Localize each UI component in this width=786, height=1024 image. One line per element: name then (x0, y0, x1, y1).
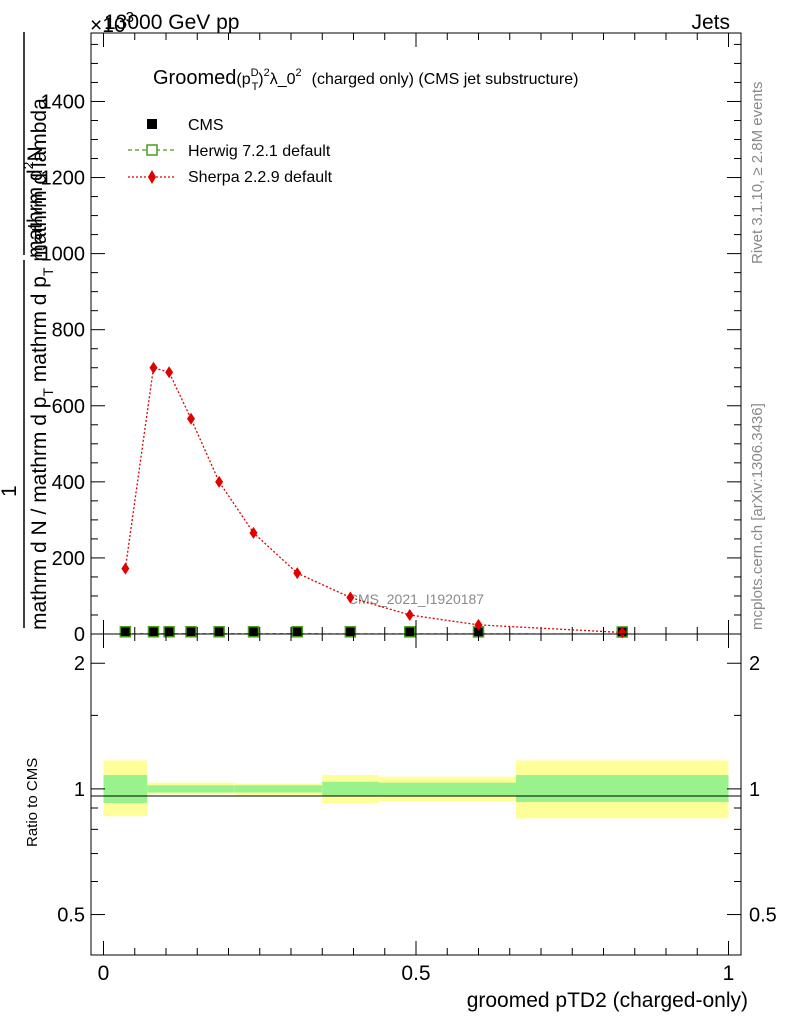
rivet-label: Rivet 3.1.10, ≥ 2.8M events (749, 82, 766, 265)
ratio-band-inner (516, 774, 729, 803)
x-tick-label: 1 (723, 962, 735, 985)
cms-point (248, 626, 259, 637)
cms-point (292, 626, 303, 637)
x-tick-label: 0.5 (401, 962, 430, 985)
ratio-x-ticks: 0 0.5 1 (98, 634, 735, 985)
herwig-point (247, 626, 260, 638)
x-tick-label: 0 (98, 962, 110, 985)
main-y-axis-label: mathrm d2N mathrm d N / mathrm d pT math… (0, 32, 56, 630)
cms-point (214, 626, 225, 637)
main-y-tick-label: 400 (52, 472, 85, 494)
cms-point (345, 626, 356, 637)
ratio-y-label: Ratio to CMS (24, 758, 41, 847)
ratio-y-tick-label-right: 2 (749, 653, 760, 675)
title-lambda-sup: 2 (296, 67, 302, 79)
mcplots-label: mcplots.cern.ch [arXiv:1306.3436] (749, 403, 766, 630)
main-y-tick-label: 0 (74, 624, 85, 646)
ylabel-bottom-1: mathrm d N / mathrm d p (28, 397, 51, 630)
title-tail: (charged only) (CMS jet substructure) (312, 71, 579, 88)
ylabel-bottom-sub1: T (40, 388, 56, 397)
herwig-point (119, 626, 132, 638)
sherpa-point (405, 608, 414, 621)
main-y-tick-label: 200 (52, 548, 85, 570)
sherpa-point (293, 567, 302, 580)
herwig-point (291, 626, 303, 638)
legend-sherpa-label: Sherpa 2.2.9 default (188, 169, 333, 186)
ylabel-one: 1 (0, 485, 21, 497)
main-y-tick-label: 1400 (41, 91, 86, 113)
title-lambda: λ_0 (270, 71, 296, 88)
main-y-tick-label: 800 (52, 320, 85, 342)
cms-point (120, 626, 131, 637)
legend-herwig-marker (146, 144, 158, 156)
ratio-band-inner (103, 774, 148, 804)
herwig-point (213, 626, 225, 638)
legend: CMS Herwig 7.2.1 default Sherpa 2.2.9 de… (128, 117, 333, 186)
sherpa-point (474, 618, 483, 631)
header-right: Jets (691, 11, 730, 34)
main-x-ticks (103, 33, 729, 634)
legend-cms-label: CMS (188, 117, 224, 134)
sherpa-point (215, 475, 224, 488)
ylabel-top-n: N (24, 146, 47, 161)
header-left: 13000 GeV pp (104, 11, 239, 34)
herwig-point (344, 626, 357, 638)
ylabel-top: mathrm d2N (20, 146, 47, 258)
herwig-point (163, 626, 175, 638)
ylabel-bottom-2: mathrm d p (28, 276, 51, 388)
ratio-y-tick-label: 2 (74, 653, 85, 675)
title-p: (p (236, 71, 250, 88)
title-main: Groomed (153, 67, 236, 89)
ylabel-top-d: mathrm d (24, 169, 47, 258)
title-sup-d: D (251, 67, 259, 79)
ylabel-bottom: mathrm d N / mathrm d pT mathrm d pT mat… (28, 98, 56, 630)
ratio-y-tick-label: 0.5 (57, 905, 85, 927)
ylabel-top-sup: 2 (20, 161, 36, 169)
ratio-y-tick-label-right: 0.5 (749, 905, 777, 927)
cms-point (473, 626, 484, 637)
y-exponent: ×103 (90, 9, 134, 37)
legend-herwig-label: Herwig 7.2.1 default (188, 143, 331, 160)
title-sub-t: T (252, 81, 259, 93)
ratio-y-tick-label: 1 (74, 779, 85, 801)
cms-point (148, 626, 159, 637)
sherpa-point (618, 626, 627, 639)
ylabel-bottom-3: mathrm d lambda (28, 98, 51, 268)
sherpa-point (121, 562, 130, 575)
y-exponent-power: 3 (126, 9, 134, 26)
ratio-y-tick-label-right: 1 (749, 779, 760, 801)
cms-point (164, 626, 175, 637)
ratio-band-inner (378, 782, 516, 796)
sherpa-point (165, 366, 174, 379)
plot-title: Groomed(pD T)2λ_02 (charged only) (CMS jet… (153, 67, 578, 93)
watermark: CMS_2021_I1920187 (348, 591, 484, 607)
ratio-band-inner (322, 781, 379, 797)
ratio-band-inner (234, 785, 323, 793)
ratio-bands (103, 760, 729, 819)
title-close: ) (258, 71, 263, 88)
herwig-point (185, 626, 197, 638)
y-exponent-base: ×10 (90, 14, 126, 37)
herwig-point (404, 626, 416, 638)
main-y-ticks: 0 200 400 600 800 1000 1200 1400 (41, 43, 741, 646)
cms-point (186, 626, 196, 637)
sherpa-point (187, 412, 195, 425)
sherpa-point (149, 361, 158, 374)
main-y-tick-label: 1000 (41, 244, 86, 266)
sherpa-point (249, 526, 258, 539)
sherpa-point (346, 591, 355, 604)
ylabel-bottom-sub2: T (40, 267, 56, 276)
x-axis-label: groomed pTD2 (charged-only) (467, 989, 748, 1012)
herwig-point (147, 626, 160, 638)
legend-sherpa-marker (148, 170, 156, 184)
main-y-tick-label: 600 (52, 396, 85, 418)
ratio-band-inner (147, 785, 235, 793)
ratio-y-ticks: 0.5 0.5 1 1 2 2 (57, 653, 777, 926)
legend-cms-marker (147, 119, 157, 129)
main-y-tick-label: 1200 (41, 168, 86, 190)
cms-point (404, 626, 415, 637)
title-sup2: 2 (264, 67, 270, 79)
